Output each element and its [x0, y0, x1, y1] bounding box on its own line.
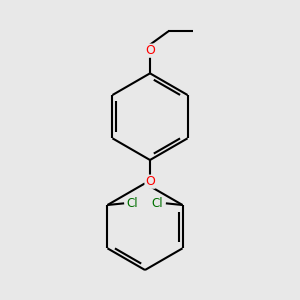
Text: Cl: Cl: [152, 197, 163, 210]
Text: O: O: [145, 44, 155, 57]
Text: Cl: Cl: [127, 197, 138, 210]
Text: O: O: [145, 175, 155, 188]
